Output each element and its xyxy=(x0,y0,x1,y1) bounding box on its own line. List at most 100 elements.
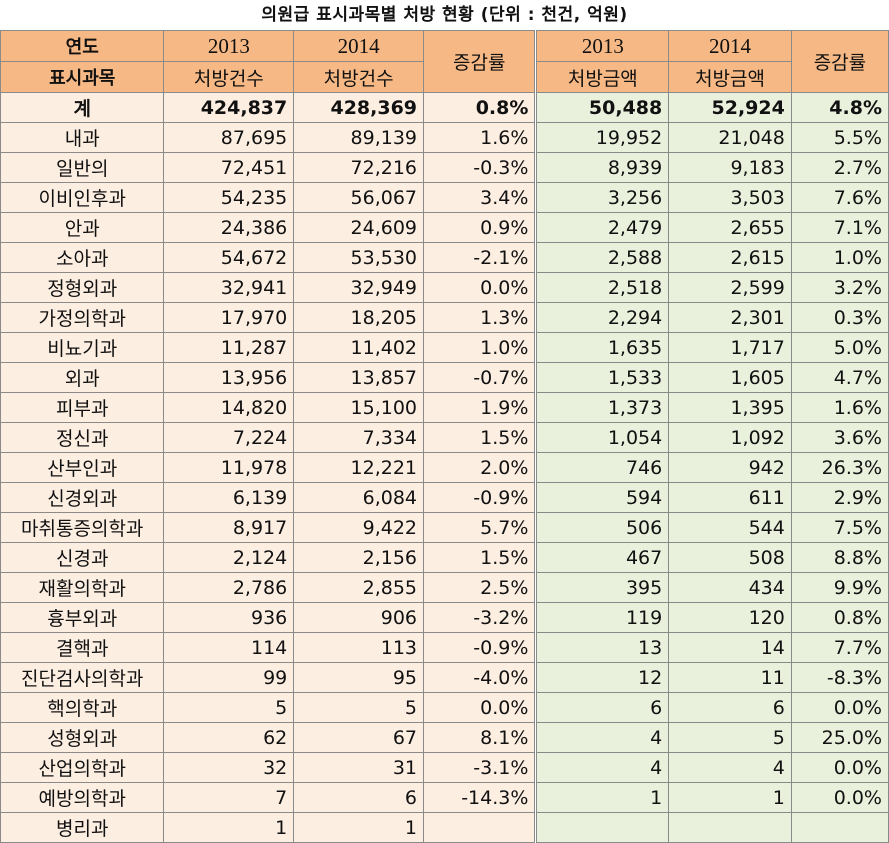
table-row: 신경과 2,124 2,156 1.5% 467 508 8.8% xyxy=(0,542,889,573)
amount-2013-cell: 1 xyxy=(534,782,670,813)
amount-2013-cell: 506 xyxy=(534,512,670,543)
amount-rate-cell: 7.1% xyxy=(790,212,889,243)
amount-rate-cell: 5.0% xyxy=(790,332,889,363)
amount-rate-header: 증감률 xyxy=(790,30,889,93)
amount-2014-cell: 120 xyxy=(668,602,792,633)
table-row: 정형외과 32,941 32,949 0.0% 2,518 2,599 3.2% xyxy=(0,272,889,303)
amount-2013-cell: 13 xyxy=(534,632,670,663)
count-2013-cell: 54,672 xyxy=(163,242,295,273)
count-2013-cell: 7 xyxy=(163,782,295,813)
amount-rate-cell: 25.0% xyxy=(790,722,889,753)
dept-cell: 정형외과 xyxy=(0,272,165,303)
amount-2014-cell: 611 xyxy=(668,482,792,513)
count-rate-cell: -3.1% xyxy=(423,752,537,783)
amount-rate-cell: 0.0% xyxy=(790,692,889,723)
amount-2014-cell: 1,092 xyxy=(668,422,792,453)
amount-2014-cell: 9,183 xyxy=(668,152,792,183)
dept-cell: 외과 xyxy=(0,362,165,393)
table-row: 이비인후과 54,235 56,067 3.4% 3,256 3,503 7.6% xyxy=(0,182,889,213)
table-row: 흉부외과 936 906 -3.2% 119 120 0.8% xyxy=(0,602,889,633)
amount-2014-cell: 14 xyxy=(668,632,792,663)
amount-2013-cell: 6 xyxy=(534,692,670,723)
amount-rate-cell: 7.5% xyxy=(790,512,889,543)
dept-cell: 결핵과 xyxy=(0,632,165,663)
table-row: 재활의학과 2,786 2,855 2.5% 395 434 9.9% xyxy=(0,572,889,603)
amount-year-2013: 2013 xyxy=(534,30,670,62)
dept-cell: 신경과 xyxy=(0,542,165,573)
count-rate-cell: 2.0% xyxy=(423,452,537,483)
count-rate-cell: 1.5% xyxy=(423,422,537,453)
dept-cell: 계 xyxy=(0,92,165,123)
count-2014-cell: 2,156 xyxy=(293,542,425,573)
table-body: 계 424,837 428,369 0.8% 50,488 52,924 4.8% 내과 87,… xyxy=(0,92,889,843)
count-2014-cell: 7,334 xyxy=(293,422,425,453)
amount-rate-cell: 3.2% xyxy=(790,272,889,303)
count-2014-cell: 53,530 xyxy=(293,242,425,273)
amount-2013-cell: 1,373 xyxy=(534,392,670,423)
count-2013-cell: 13,956 xyxy=(163,362,295,393)
table-row: 내과 87,695 89,139 1.6% 19,952 21,048 5.5% xyxy=(0,122,889,153)
amount-2013-cell: 1,533 xyxy=(534,362,670,393)
amount-label-2013: 처방금액 xyxy=(534,61,670,93)
count-2014-cell: 24,609 xyxy=(293,212,425,243)
amount-2014-cell: 1,395 xyxy=(668,392,792,423)
amount-2014-cell: 4 xyxy=(668,752,792,783)
dept-cell: 피부과 xyxy=(0,392,165,423)
count-2014-cell: 56,067 xyxy=(293,182,425,213)
amount-rate-cell: 7.6% xyxy=(790,182,889,213)
amount-rate-cell: 1.6% xyxy=(790,392,889,423)
prescription-table: 연도 2013 2014 증감률 2013 2014 증감률 표시과목 처방건수… xyxy=(0,30,889,843)
table-row: 안과 24,386 24,609 0.9% 2,479 2,655 7.1% xyxy=(0,212,889,243)
dept-label: 표시과목 xyxy=(0,61,165,93)
year-label: 연도 xyxy=(0,30,165,62)
table-row: 외과 13,956 13,857 -0.7% 1,533 1,605 4.7% xyxy=(0,362,889,393)
count-2014-cell: 72,216 xyxy=(293,152,425,183)
count-rate-cell: 0.0% xyxy=(423,272,537,303)
amount-2013-cell: 119 xyxy=(534,602,670,633)
table-row: 비뇨기과 11,287 11,402 1.0% 1,635 1,717 5.0% xyxy=(0,332,889,363)
amount-2013-cell: 12 xyxy=(534,662,670,693)
amount-2014-cell: 2,599 xyxy=(668,272,792,303)
amount-rate-cell: 0.8% xyxy=(790,602,889,633)
amount-2014-cell: 6 xyxy=(668,692,792,723)
amount-rate-cell: 4.8% xyxy=(790,92,889,123)
table-row: 소아과 54,672 53,530 -2.1% 2,588 2,615 1.0% xyxy=(0,242,889,273)
amount-2014-cell: 1 xyxy=(668,782,792,813)
count-rate-cell: 1.5% xyxy=(423,542,537,573)
amount-year-2014: 2014 xyxy=(668,30,792,62)
table-row: 성형외과 62 67 8.1% 4 5 25.0% xyxy=(0,722,889,753)
table-row: 마취통증의학과 8,917 9,422 5.7% 506 544 7.5% xyxy=(0,512,889,543)
count-2014-cell: 113 xyxy=(293,632,425,663)
amount-2014-cell: 942 xyxy=(668,452,792,483)
count-2013-cell: 32,941 xyxy=(163,272,295,303)
count-2014-cell: 13,857 xyxy=(293,362,425,393)
count-2013-cell: 17,970 xyxy=(163,302,295,333)
amount-2014-cell: 544 xyxy=(668,512,792,543)
amount-rate-cell: 4.7% xyxy=(790,362,889,393)
dept-cell: 성형외과 xyxy=(0,722,165,753)
count-rate-cell: 3.4% xyxy=(423,182,537,213)
amount-rate-cell: 8.8% xyxy=(790,542,889,573)
count-2013-cell: 99 xyxy=(163,662,295,693)
count-rate-cell: 0.0% xyxy=(423,692,537,723)
amount-rate-cell: 0.0% xyxy=(790,782,889,813)
count-rate-header: 증감률 xyxy=(423,30,537,93)
dept-cell: 마취통증의학과 xyxy=(0,512,165,543)
amount-2013-cell: 2,588 xyxy=(534,242,670,273)
count-2013-cell: 2,124 xyxy=(163,542,295,573)
amount-2013-cell: 467 xyxy=(534,542,670,573)
amount-rate-cell: 5.5% xyxy=(790,122,889,153)
count-year-2013: 2013 xyxy=(163,30,295,62)
amount-rate-cell: -8.3% xyxy=(790,662,889,693)
dept-cell: 소아과 xyxy=(0,242,165,273)
count-rate-cell: 2.5% xyxy=(423,572,537,603)
amount-2013-cell: 1,054 xyxy=(534,422,670,453)
dept-cell: 일반의 xyxy=(0,152,165,183)
count-2014-cell: 12,221 xyxy=(293,452,425,483)
dept-cell: 흉부외과 xyxy=(0,602,165,633)
dept-cell: 내과 xyxy=(0,122,165,153)
count-rate-cell: 1.3% xyxy=(423,302,537,333)
amount-2014-cell: 21,048 xyxy=(668,122,792,153)
total-row: 계 424,837 428,369 0.8% 50,488 52,924 4.8% xyxy=(0,92,889,123)
amount-rate-cell: 1.0% xyxy=(790,242,889,273)
